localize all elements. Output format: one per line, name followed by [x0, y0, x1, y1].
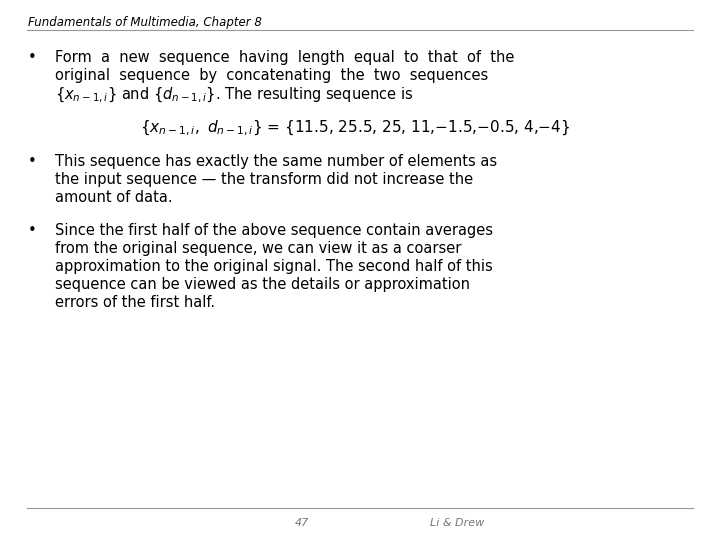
- Text: $\{x_{n-1,i}\}$ and $\{d_{n-1,i}\}$. The resulting sequence is: $\{x_{n-1,i}\}$ and $\{d_{n-1,i}\}$. The…: [55, 86, 413, 105]
- Text: Li & Drew: Li & Drew: [430, 518, 485, 528]
- Text: approximation to the original signal. The second half of this: approximation to the original signal. Th…: [55, 259, 492, 274]
- Text: This sequence has exactly the same number of elements as: This sequence has exactly the same numbe…: [55, 154, 497, 170]
- Text: Since the first half of the above sequence contain averages: Since the first half of the above sequen…: [55, 223, 493, 238]
- Text: •: •: [28, 50, 37, 65]
- Text: sequence can be viewed as the details or approximation: sequence can be viewed as the details or…: [55, 277, 470, 292]
- Text: amount of data.: amount of data.: [55, 191, 173, 205]
- Text: original  sequence  by  concatenating  the  two  sequences: original sequence by concatenating the t…: [55, 68, 488, 83]
- Text: the input sequence — the transform did not increase the: the input sequence — the transform did n…: [55, 172, 473, 187]
- Text: Form  a  new  sequence  having  length  equal  to  that  of  the: Form a new sequence having length equal …: [55, 50, 514, 65]
- Text: $\{x_{n-1,i},\ d_{n-1,i}\}$ = {11.5, 25.5, 25, 11,−1.5,−0.5, 4,−4}: $\{x_{n-1,i},\ d_{n-1,i}\}$ = {11.5, 25.…: [140, 118, 570, 138]
- Text: •: •: [28, 223, 37, 238]
- Text: errors of the first half.: errors of the first half.: [55, 295, 215, 310]
- Text: •: •: [28, 154, 37, 170]
- Text: Fundamentals of Multimedia, Chapter 8: Fundamentals of Multimedia, Chapter 8: [28, 16, 262, 29]
- Text: 47: 47: [295, 518, 310, 528]
- Text: from the original sequence, we can view it as a coarser: from the original sequence, we can view …: [55, 241, 462, 256]
